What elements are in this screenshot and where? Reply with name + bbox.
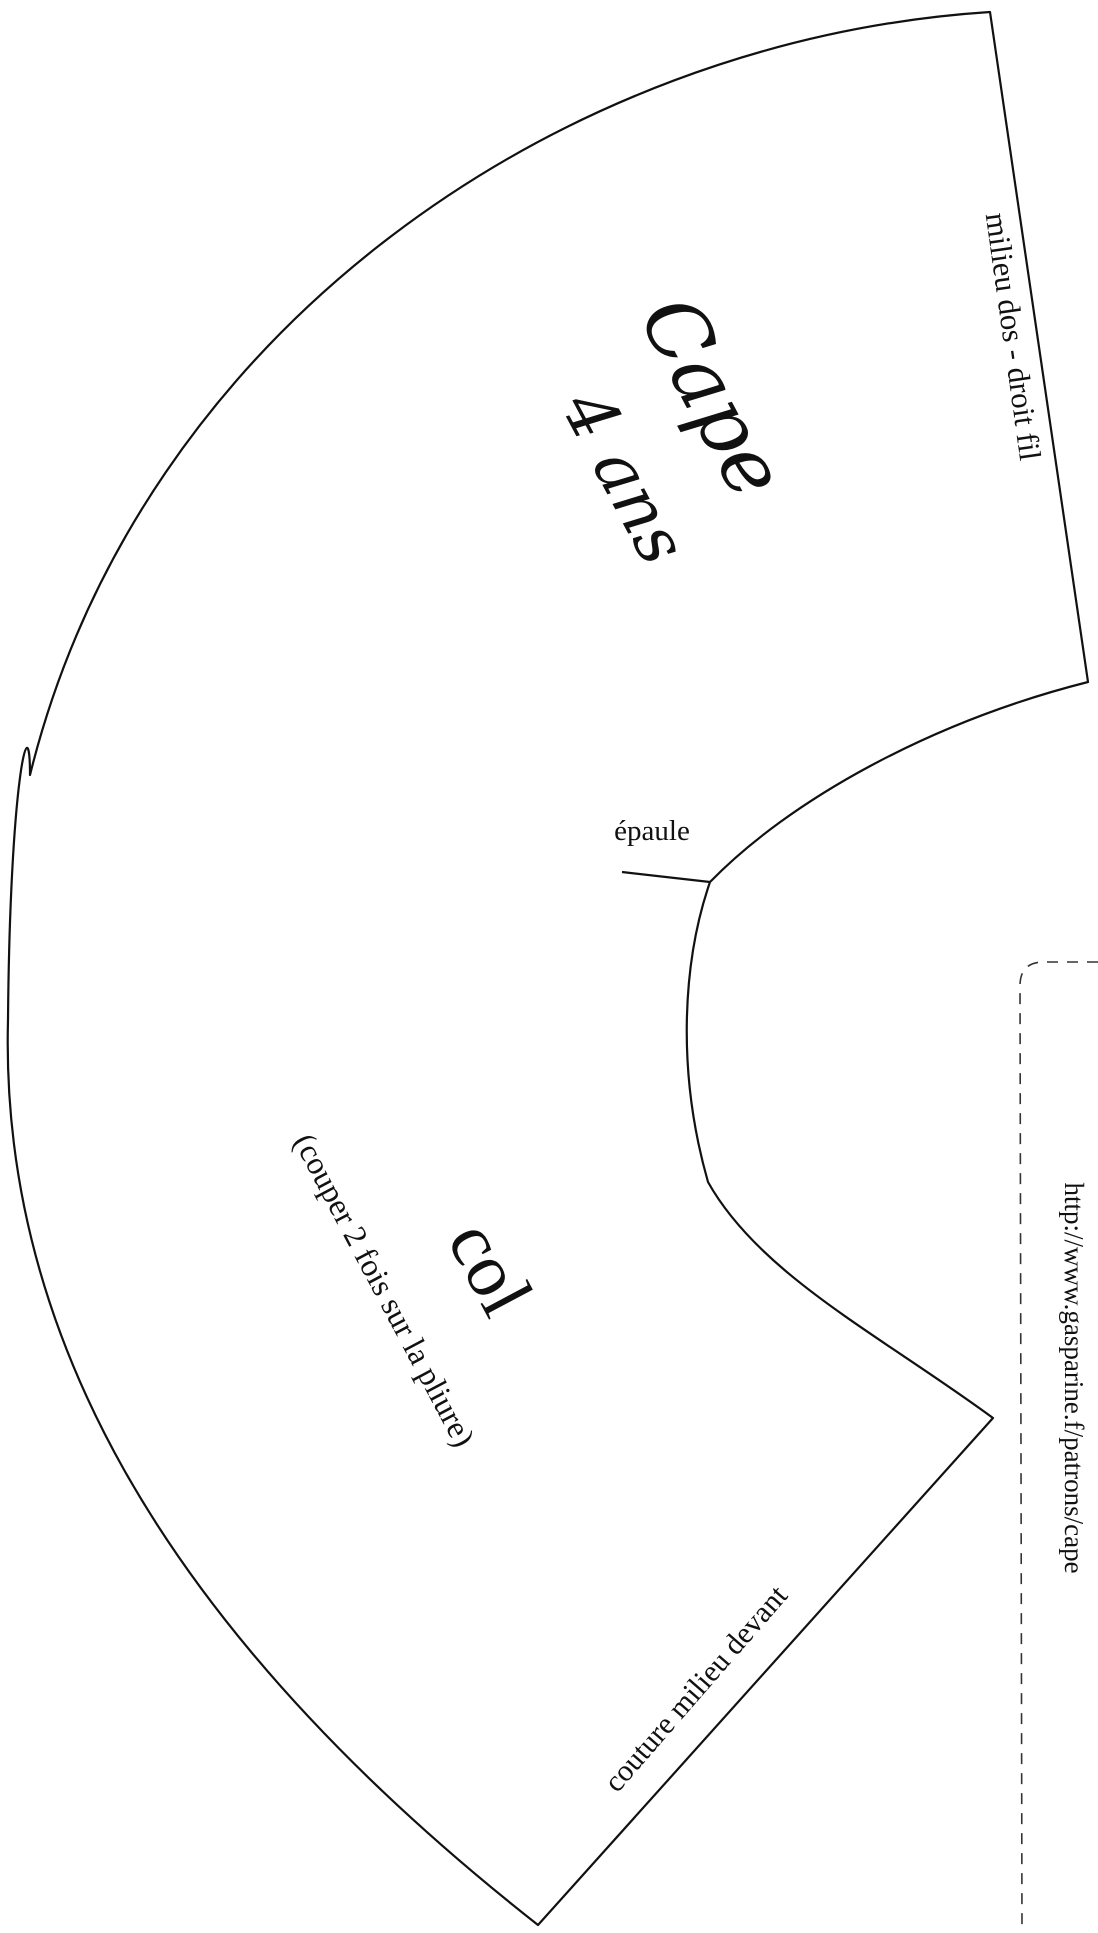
- website-url: http://www.gasparine.f/patrons/cape: [1059, 1182, 1089, 1573]
- shoulder-label: épaule: [614, 815, 690, 847]
- front-center-label: couture milieu devant: [598, 1579, 795, 1799]
- shoulder-marker-line: [621, 870, 711, 884]
- piece-name: col: [431, 1208, 549, 1329]
- collar-outline: [6, 10, 1090, 1927]
- cut-instruction: (couper 2 fois sur la pliure): [287, 1127, 483, 1452]
